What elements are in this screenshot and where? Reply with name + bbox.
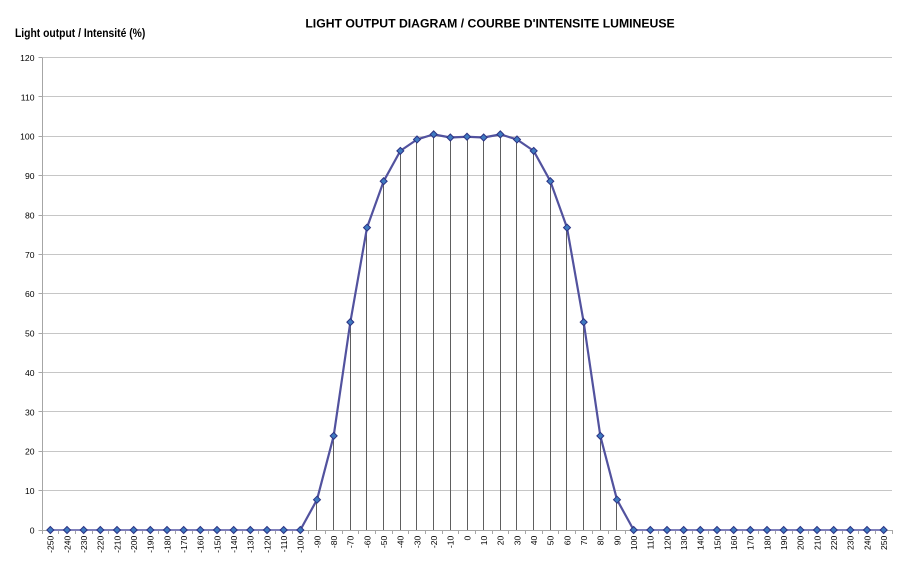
svg-text:20: 20 [496, 535, 506, 545]
svg-text:180: 180 [762, 535, 772, 550]
svg-text:-140: -140 [229, 535, 239, 552]
svg-text:-150: -150 [212, 535, 222, 552]
svg-text:100: 100 [629, 535, 639, 550]
svg-text:-50: -50 [379, 535, 389, 548]
svg-text:50: 50 [546, 535, 556, 545]
svg-text:150: 150 [712, 535, 722, 550]
svg-text:110: 110 [646, 535, 656, 549]
svg-text:-110: -110 [279, 535, 289, 552]
svg-text:90: 90 [612, 535, 622, 545]
svg-text:-130: -130 [246, 535, 256, 552]
svg-text:110: 110 [21, 92, 35, 102]
svg-text:30: 30 [512, 535, 522, 545]
svg-text:-40: -40 [396, 535, 406, 548]
svg-text:-30: -30 [412, 535, 422, 548]
svg-text:200: 200 [796, 535, 806, 550]
svg-text:80: 80 [25, 210, 35, 220]
svg-text:-70: -70 [346, 535, 356, 548]
svg-text:60: 60 [25, 289, 35, 299]
svg-text:Light output / Intensité (%): Light output / Intensité (%) [15, 26, 145, 40]
svg-text:-250: -250 [46, 535, 56, 552]
svg-text:210: 210 [812, 535, 822, 550]
svg-text:70: 70 [579, 535, 589, 545]
svg-text:120: 120 [20, 53, 35, 63]
svg-text:-220: -220 [96, 535, 106, 552]
svg-text:-200: -200 [129, 535, 139, 552]
svg-text:20: 20 [25, 447, 35, 457]
svg-text:90: 90 [25, 171, 35, 181]
svg-text:-100: -100 [296, 535, 306, 552]
svg-text:160: 160 [729, 535, 739, 550]
svg-text:130: 130 [679, 535, 689, 550]
svg-text:-190: -190 [146, 535, 156, 552]
svg-text:0: 0 [462, 535, 472, 540]
svg-text:190: 190 [779, 535, 789, 550]
svg-text:240: 240 [862, 535, 872, 550]
svg-text:250: 250 [879, 535, 889, 550]
svg-text:220: 220 [829, 535, 839, 550]
svg-text:-80: -80 [329, 535, 339, 548]
svg-text:70: 70 [25, 250, 35, 260]
svg-text:-20: -20 [429, 535, 439, 548]
svg-text:120: 120 [662, 535, 672, 550]
svg-text:0: 0 [30, 525, 35, 535]
svg-text:230: 230 [846, 535, 856, 550]
svg-text:100: 100 [20, 132, 35, 142]
svg-text:140: 140 [696, 535, 706, 550]
svg-text:40: 40 [529, 535, 539, 545]
svg-text:-10: -10 [446, 535, 456, 548]
svg-text:80: 80 [596, 535, 606, 545]
svg-text:170: 170 [746, 535, 756, 550]
svg-text:60: 60 [562, 535, 572, 545]
svg-text:-160: -160 [196, 535, 206, 552]
svg-text:LIGHT OUTPUT DIAGRAM / COURBE: LIGHT OUTPUT DIAGRAM / COURBE D'INTENSIT… [305, 17, 674, 31]
svg-text:10: 10 [25, 486, 35, 496]
svg-text:-120: -120 [262, 535, 272, 552]
svg-text:10: 10 [479, 535, 489, 545]
svg-text:30: 30 [25, 407, 35, 417]
svg-text:-210: -210 [112, 535, 122, 552]
svg-text:50: 50 [25, 329, 35, 339]
svg-text:-170: -170 [179, 535, 189, 552]
svg-text:-60: -60 [362, 535, 372, 548]
svg-text:-230: -230 [79, 535, 89, 552]
svg-text:-180: -180 [162, 535, 172, 552]
svg-text:-240: -240 [62, 535, 72, 552]
svg-text:40: 40 [25, 368, 35, 378]
svg-text:-90: -90 [312, 535, 322, 548]
